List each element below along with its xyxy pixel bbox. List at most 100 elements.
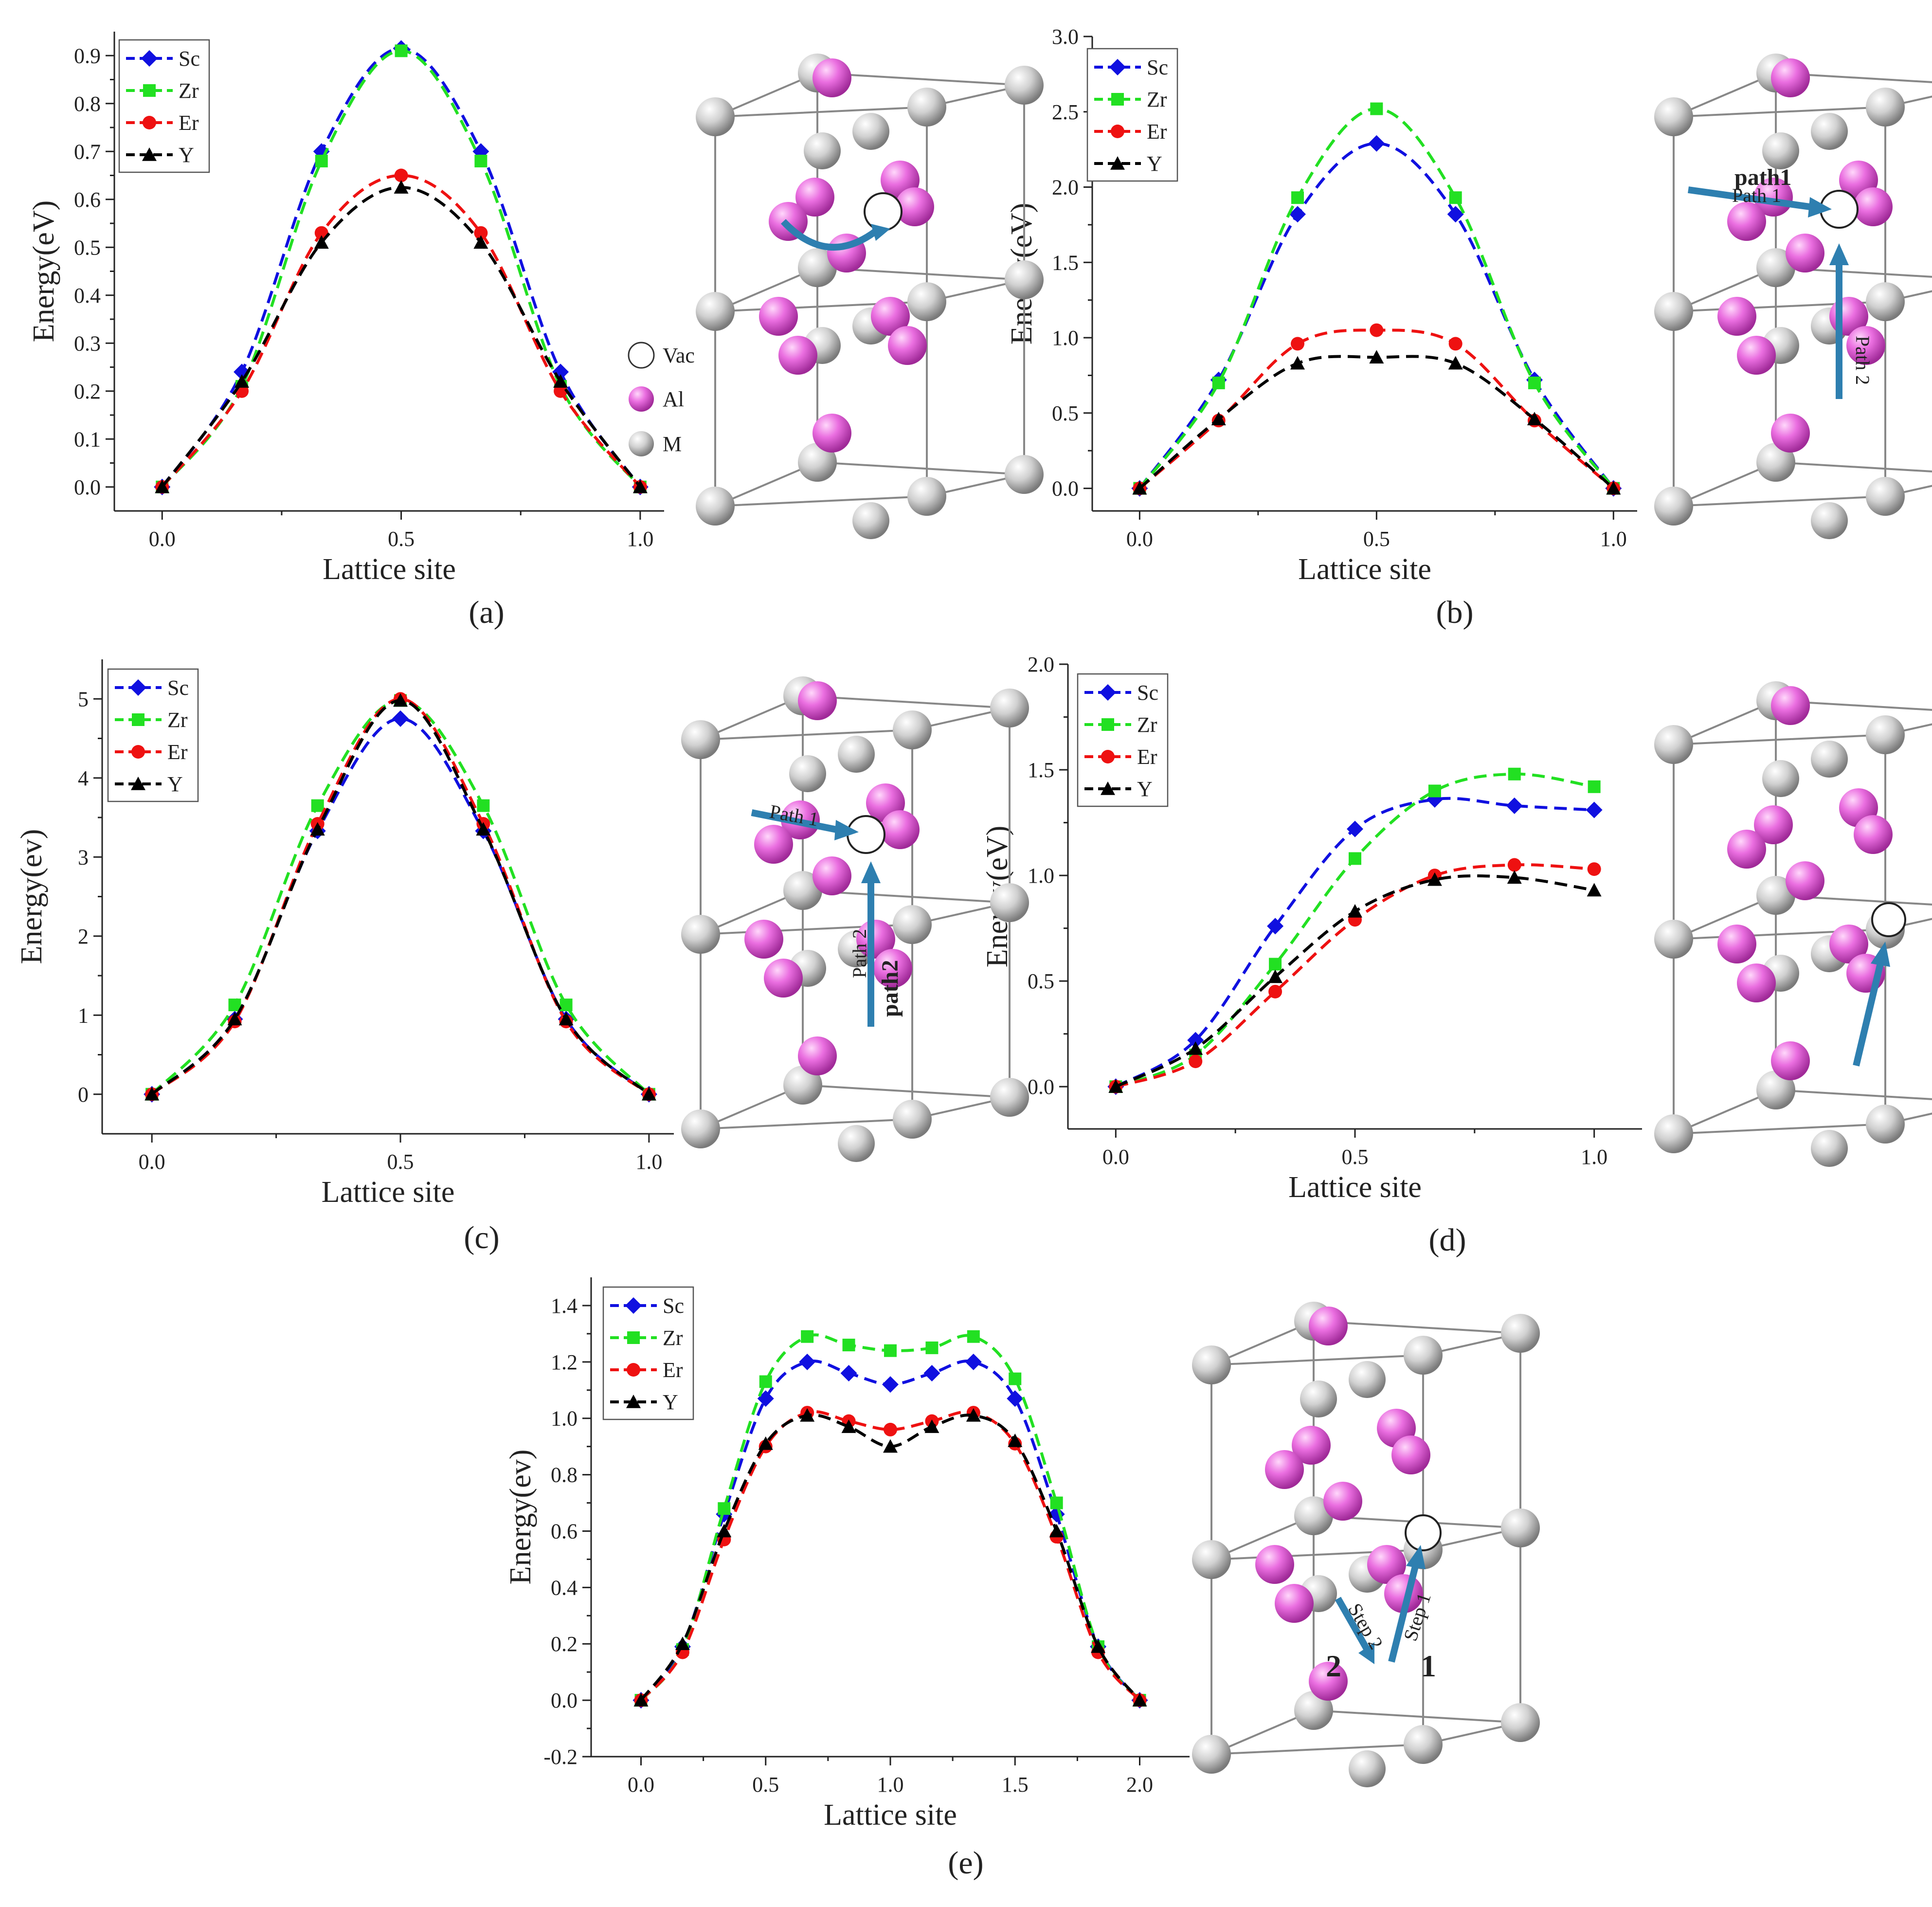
cell-edge bbox=[700, 889, 1010, 935]
panel-label: (b) bbox=[1436, 595, 1474, 630]
y-tick-label: 2 bbox=[78, 925, 89, 948]
legend-marker-y bbox=[626, 1395, 641, 1408]
data-point-y bbox=[1369, 350, 1384, 364]
al-atom bbox=[1255, 1545, 1294, 1584]
data-point-zr bbox=[474, 154, 488, 167]
y-tick-label: 0.0 bbox=[74, 475, 101, 499]
path2-small-label: Path 2 bbox=[1852, 336, 1874, 385]
data-point-y bbox=[476, 822, 491, 836]
data-point-zr bbox=[1009, 1372, 1022, 1385]
panel-label: (d) bbox=[1429, 1222, 1466, 1258]
data-point-er bbox=[1507, 858, 1521, 872]
x-tick-label: 1.0 bbox=[635, 1150, 662, 1174]
data-point-sc bbox=[234, 363, 251, 381]
chart-a: 0.0 0.1 0.2 0.3 0.4 0.5 0.6 0.7 0.8 0.9 0.0 0.5 1.0 L… bbox=[27, 32, 664, 630]
legend-label-er: Er bbox=[1147, 120, 1167, 144]
x-tick-label: 0.0 bbox=[1102, 1145, 1129, 1169]
m-atom bbox=[1654, 725, 1693, 764]
data-point-y bbox=[883, 1439, 898, 1453]
al-atom bbox=[888, 326, 927, 365]
m-atom bbox=[1866, 1105, 1905, 1144]
m-atom bbox=[990, 1078, 1029, 1117]
al-atom bbox=[778, 336, 817, 375]
al-atom bbox=[798, 1036, 837, 1075]
data-point-y bbox=[641, 1087, 656, 1101]
m-atom bbox=[1501, 1314, 1540, 1353]
x-axis-label: Lattice site bbox=[1298, 553, 1431, 586]
al-atom bbox=[1754, 178, 1793, 217]
data-point-zr bbox=[1508, 767, 1521, 781]
m-atom bbox=[1811, 1130, 1848, 1167]
m-atom bbox=[1192, 1345, 1231, 1384]
m-atom bbox=[990, 883, 1029, 922]
legend-label-er: Er bbox=[663, 1358, 683, 1382]
data-point-y bbox=[1448, 356, 1463, 370]
legend-marker-er bbox=[143, 116, 156, 129]
vac-label: Vac bbox=[663, 344, 695, 367]
data-point-zr bbox=[842, 1339, 855, 1352]
legend-marker-y bbox=[131, 777, 145, 790]
m-atom bbox=[838, 1125, 875, 1162]
m-atom bbox=[1811, 113, 1848, 150]
y-tick-label: 1 bbox=[78, 1003, 89, 1027]
m-atom bbox=[1654, 292, 1693, 331]
legend-marker-y bbox=[1110, 156, 1125, 170]
y-tick-label: 0.8 bbox=[551, 1463, 578, 1487]
data-point-y bbox=[314, 235, 329, 249]
m-atom bbox=[907, 282, 946, 321]
legend-label-y: Y bbox=[1137, 777, 1153, 801]
al-atom bbox=[759, 297, 798, 336]
vacancy-site bbox=[1871, 902, 1906, 937]
m-atom bbox=[1654, 1114, 1693, 1153]
x-tick-label: 0.5 bbox=[752, 1773, 779, 1797]
m-atom bbox=[1866, 477, 1905, 516]
m-atom bbox=[1404, 1725, 1443, 1764]
cell-edge bbox=[700, 1084, 1010, 1130]
data-point-y bbox=[1132, 1693, 1147, 1707]
m-atom bbox=[1762, 132, 1799, 169]
m-atom bbox=[1866, 715, 1905, 754]
y-tick-label: 0.0 bbox=[551, 1689, 578, 1712]
legend-marker-sc bbox=[625, 1297, 642, 1314]
data-point-sc bbox=[1187, 1032, 1204, 1049]
data-point-sc bbox=[799, 1353, 816, 1370]
arrow-head bbox=[834, 820, 859, 840]
series-line-sc bbox=[1115, 797, 1594, 1088]
m-atom bbox=[838, 736, 875, 773]
m-atom bbox=[804, 132, 841, 169]
legend-box bbox=[107, 668, 199, 802]
data-point-y bbox=[1527, 412, 1542, 425]
series-line-er bbox=[151, 697, 650, 1096]
data-point-y bbox=[227, 1012, 242, 1026]
data-point-zr bbox=[311, 799, 324, 812]
y-tick-label: 2.0 bbox=[1052, 176, 1079, 200]
cell-edge bbox=[1211, 1514, 1521, 1561]
data-point-y bbox=[717, 1524, 732, 1538]
data-point-zr bbox=[1291, 191, 1304, 204]
cell-edge bbox=[700, 694, 1010, 741]
al-atom bbox=[1771, 1041, 1810, 1080]
x-tick-label: 0.5 bbox=[1342, 1145, 1369, 1169]
series-line-sc bbox=[151, 717, 650, 1095]
data-point-zr bbox=[560, 999, 573, 1012]
legend: Sc Zr Er Y bbox=[107, 668, 199, 802]
al-atom bbox=[1292, 1426, 1331, 1465]
al-atom bbox=[1771, 686, 1810, 725]
data-point-er bbox=[1448, 337, 1463, 351]
data-point-zr bbox=[884, 1344, 897, 1357]
data-point-zr bbox=[1428, 784, 1441, 798]
path1-small-label: Path 1 bbox=[1732, 184, 1781, 206]
y-axis-label: Energy(ev) bbox=[504, 1450, 537, 1585]
arrow-head bbox=[861, 861, 881, 883]
m-atom bbox=[681, 1109, 720, 1148]
data-point-sc bbox=[923, 1365, 940, 1381]
y-tick-label: 4 bbox=[78, 766, 89, 790]
data-point-sc bbox=[1007, 1390, 1024, 1407]
data-point-y bbox=[559, 1012, 574, 1026]
path1-arrow bbox=[1688, 186, 1810, 210]
arrow-head bbox=[1871, 942, 1890, 967]
al-atom bbox=[1727, 830, 1766, 869]
data-point-sc bbox=[1347, 820, 1363, 837]
legend: Sc Zr Er Y bbox=[1086, 48, 1178, 182]
